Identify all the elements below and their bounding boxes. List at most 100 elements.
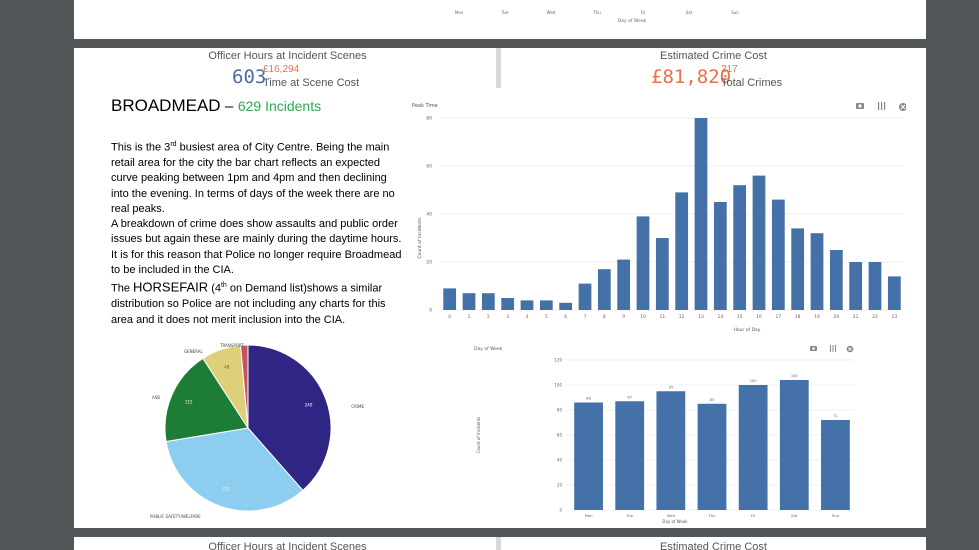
previous-x-tick: Thu bbox=[592, 10, 601, 15]
peak-bar[interactable] bbox=[501, 298, 515, 310]
description-para-1: This is the 3rd busiest area of City Cen… bbox=[111, 141, 395, 215]
peak-bar[interactable] bbox=[617, 259, 631, 310]
peak-x-tick: 12 bbox=[679, 314, 685, 320]
peak-bar[interactable] bbox=[771, 199, 785, 310]
previous-x-axis-label: Day of Week bbox=[618, 18, 647, 24]
pie-category-label: GENERAL bbox=[184, 349, 204, 354]
peak-x-tick: 13 bbox=[698, 314, 704, 320]
peak-bar[interactable] bbox=[636, 216, 650, 310]
description-para-3: It is for this reason that Police no lon… bbox=[111, 248, 402, 277]
previous-x-tick: Wed bbox=[547, 10, 556, 15]
peak-x-tick: 8 bbox=[603, 314, 606, 320]
peak-bar[interactable] bbox=[887, 276, 901, 310]
next-page: Officer Hours at Incident Scenes Estimat… bbox=[74, 537, 926, 550]
chart-toolbar bbox=[856, 102, 906, 111]
time-at-scene-cost-label: Time at Scene Cost bbox=[263, 77, 360, 89]
description-para-2: A breakdown of crime does show assaults … bbox=[111, 218, 402, 246]
camera-icon[interactable] bbox=[810, 346, 817, 351]
peak-x-tick: 9 bbox=[622, 314, 625, 320]
dow-y-tick: 0 bbox=[559, 507, 562, 512]
peak-x-tick: 3 bbox=[506, 314, 509, 320]
peak-bar[interactable] bbox=[443, 288, 457, 310]
previous-x-tick: Sun bbox=[731, 10, 739, 15]
pie-slice[interactable] bbox=[239, 344, 249, 429]
peak-bar[interactable] bbox=[655, 238, 669, 310]
dow-y-tick: 80 bbox=[557, 407, 563, 412]
incident-count: 629 Incidents bbox=[237, 98, 322, 114]
dow-bar[interactable] bbox=[615, 401, 645, 510]
peak-x-tick: 6 bbox=[564, 314, 567, 320]
dow-bar[interactable] bbox=[697, 403, 727, 510]
pie-slice[interactable] bbox=[164, 357, 249, 443]
peak-bar[interactable] bbox=[559, 302, 573, 310]
peak-bar[interactable] bbox=[694, 118, 708, 310]
previous-x-tick: Sat bbox=[686, 10, 693, 15]
dow-y-tick: 120 bbox=[554, 357, 562, 362]
camera-icon[interactable] bbox=[856, 103, 864, 109]
description-para-4: The HORSEFAIR (4th on Demand list)shows … bbox=[111, 279, 386, 326]
peak-x-tick: 11 bbox=[659, 314, 665, 320]
pie-value-label: 115 bbox=[185, 399, 193, 404]
dow-y-tick: 60 bbox=[557, 432, 563, 437]
area-description: This is the 3rd busiest area of City Cen… bbox=[111, 137, 403, 328]
dow-bar[interactable] bbox=[779, 380, 809, 510]
next-crime-cost-title: Estimated Crime Cost bbox=[660, 541, 767, 550]
peak-y-tick: 60 bbox=[426, 164, 432, 170]
pie-value-label: 48 bbox=[224, 364, 230, 369]
pie-value-label: 240 bbox=[305, 403, 313, 408]
peak-bar[interactable] bbox=[597, 269, 611, 310]
incident-type-pie: 240 CRIME 211 PUBLIC SAFETY/WELFARE 115 ASB 48… bbox=[150, 343, 364, 519]
dow-x-tick: Tue bbox=[625, 513, 633, 518]
dow-x-tick: Sat bbox=[791, 513, 798, 518]
area-name: BROADMEAD bbox=[111, 96, 221, 115]
peak-bar[interactable] bbox=[675, 192, 689, 310]
peak-x-tick: 1 bbox=[468, 314, 471, 320]
dow-x-tick: Fri bbox=[751, 513, 756, 518]
dow-y-tick: 40 bbox=[557, 457, 563, 462]
settings-icon[interactable] bbox=[830, 345, 836, 352]
peak-y-tick: 0 bbox=[429, 308, 432, 314]
settings-icon[interactable] bbox=[878, 102, 886, 110]
dow-data-label: 85 bbox=[710, 398, 715, 402]
dow-data-label: 104 bbox=[791, 374, 799, 378]
time-at-scene-cost-value: £16,294 bbox=[263, 64, 300, 75]
previous-day-of-week-axis: Mon Tue Wed Thu Fri Sat Sun Day of Week bbox=[455, 10, 739, 24]
dow-bar[interactable] bbox=[656, 391, 686, 510]
peak-bar[interactable] bbox=[868, 262, 882, 310]
peak-bar[interactable] bbox=[520, 300, 534, 310]
peak-x-tick: 0 bbox=[448, 314, 451, 320]
dow-x-tick: Mon bbox=[585, 513, 594, 518]
dow-bar[interactable] bbox=[821, 420, 850, 510]
day-of-week-chart: Day of Week 86 87 95 85 100 104 72 Mon Tue Wed Th… bbox=[474, 345, 854, 524]
peak-bar[interactable] bbox=[829, 250, 843, 310]
peak-bar[interactable] bbox=[713, 202, 727, 310]
next-officer-hours-title: Officer Hours at Incident Scenes bbox=[208, 541, 367, 550]
dow-bar[interactable] bbox=[574, 402, 603, 511]
dow-bar[interactable] bbox=[738, 385, 768, 510]
peak-bar[interactable] bbox=[810, 233, 824, 310]
peak-x-tick: 4 bbox=[526, 314, 529, 320]
peak-bar[interactable] bbox=[462, 293, 476, 310]
dow-data-label: 86 bbox=[586, 397, 591, 401]
pie-category-label: CRIME bbox=[351, 404, 364, 409]
peak-bar[interactable] bbox=[578, 283, 592, 310]
pie-category-label: TRANSPORT bbox=[219, 343, 244, 348]
pie-value-label: 211 bbox=[222, 486, 230, 491]
previous-page: Mon Tue Wed Thu Fri Sat Sun Day of Week bbox=[74, 0, 926, 39]
kpi-divider bbox=[496, 48, 501, 88]
peak-bar[interactable] bbox=[752, 175, 766, 310]
pie-slice[interactable] bbox=[247, 344, 332, 492]
peak-x-tick: 18 bbox=[795, 314, 801, 320]
dow-data-label: 100 bbox=[750, 379, 758, 383]
close-icon[interactable] bbox=[899, 103, 906, 111]
pie-slice[interactable] bbox=[165, 427, 304, 512]
close-icon[interactable] bbox=[846, 345, 854, 353]
peak-bar[interactable] bbox=[849, 262, 863, 310]
peak-bar[interactable] bbox=[481, 293, 495, 310]
peak-bar[interactable] bbox=[733, 185, 747, 310]
total-crimes-value: 217 bbox=[721, 64, 738, 75]
peak-bar[interactable] bbox=[539, 300, 553, 310]
dow-x-tick: Thu bbox=[707, 513, 716, 518]
broadmead-page: Officer Hours at Incident Scenes 603 £16… bbox=[74, 48, 926, 528]
peak-bar[interactable] bbox=[791, 228, 805, 310]
